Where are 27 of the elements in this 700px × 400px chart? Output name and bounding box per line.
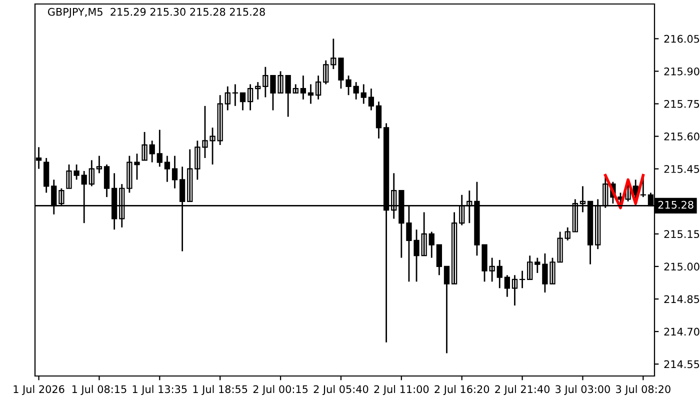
x-tick-label: 1 Jul 2026: [14, 385, 64, 396]
ref-line-label: 215.28: [658, 200, 694, 209]
x-tick-label: 3 Jul 08:20: [616, 385, 670, 396]
y-tick-label: 215.45: [664, 165, 700, 173]
x-tick-label: 1 Jul 13:35: [132, 385, 187, 396]
candlestick: [232, 84, 238, 107]
y-tick-label: 214.55: [664, 360, 700, 368]
x-tick-label: 2 Jul 16:20: [434, 385, 490, 396]
y-tick-label: 215.75: [664, 100, 700, 108]
y-tick-label: 215.15: [664, 230, 700, 238]
x-tick-label: 1 Jul 18:55: [193, 385, 248, 396]
x-tick-label: 3 Jul 03:00: [556, 385, 610, 396]
line-series: [604, 174, 645, 210]
x-tick-label: 2 Jul 21:40: [495, 385, 550, 396]
chart-title: GBPJPY,M5 215.29 215.30 215.28 215.28: [48, 8, 265, 18]
y-tick-label: 215.60: [664, 132, 700, 140]
x-tick-label: 2 Jul 00:15: [253, 385, 308, 396]
candlestick: [640, 176, 646, 198]
y-tick-label: 216.05: [664, 34, 700, 43]
y-tick-label: 215.90: [664, 67, 700, 76]
candlestick: [519, 270, 526, 289]
x-tick-label: 2 Jul 11:00: [374, 385, 429, 396]
y-tick-label: 214.85: [664, 295, 700, 304]
x-tick-label: 2 Jul 05:40: [314, 385, 368, 396]
y-tick-label: 215.00: [664, 262, 700, 271]
x-tick-label: 1 Jul 08:15: [72, 385, 126, 396]
y-tick-label: 214.70: [664, 328, 700, 336]
